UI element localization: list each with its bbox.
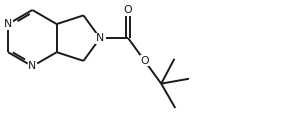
Text: N: N <box>4 19 12 29</box>
Text: O: O <box>140 56 149 66</box>
Text: N: N <box>28 61 36 71</box>
Text: O: O <box>124 5 133 15</box>
Text: N: N <box>96 33 104 43</box>
